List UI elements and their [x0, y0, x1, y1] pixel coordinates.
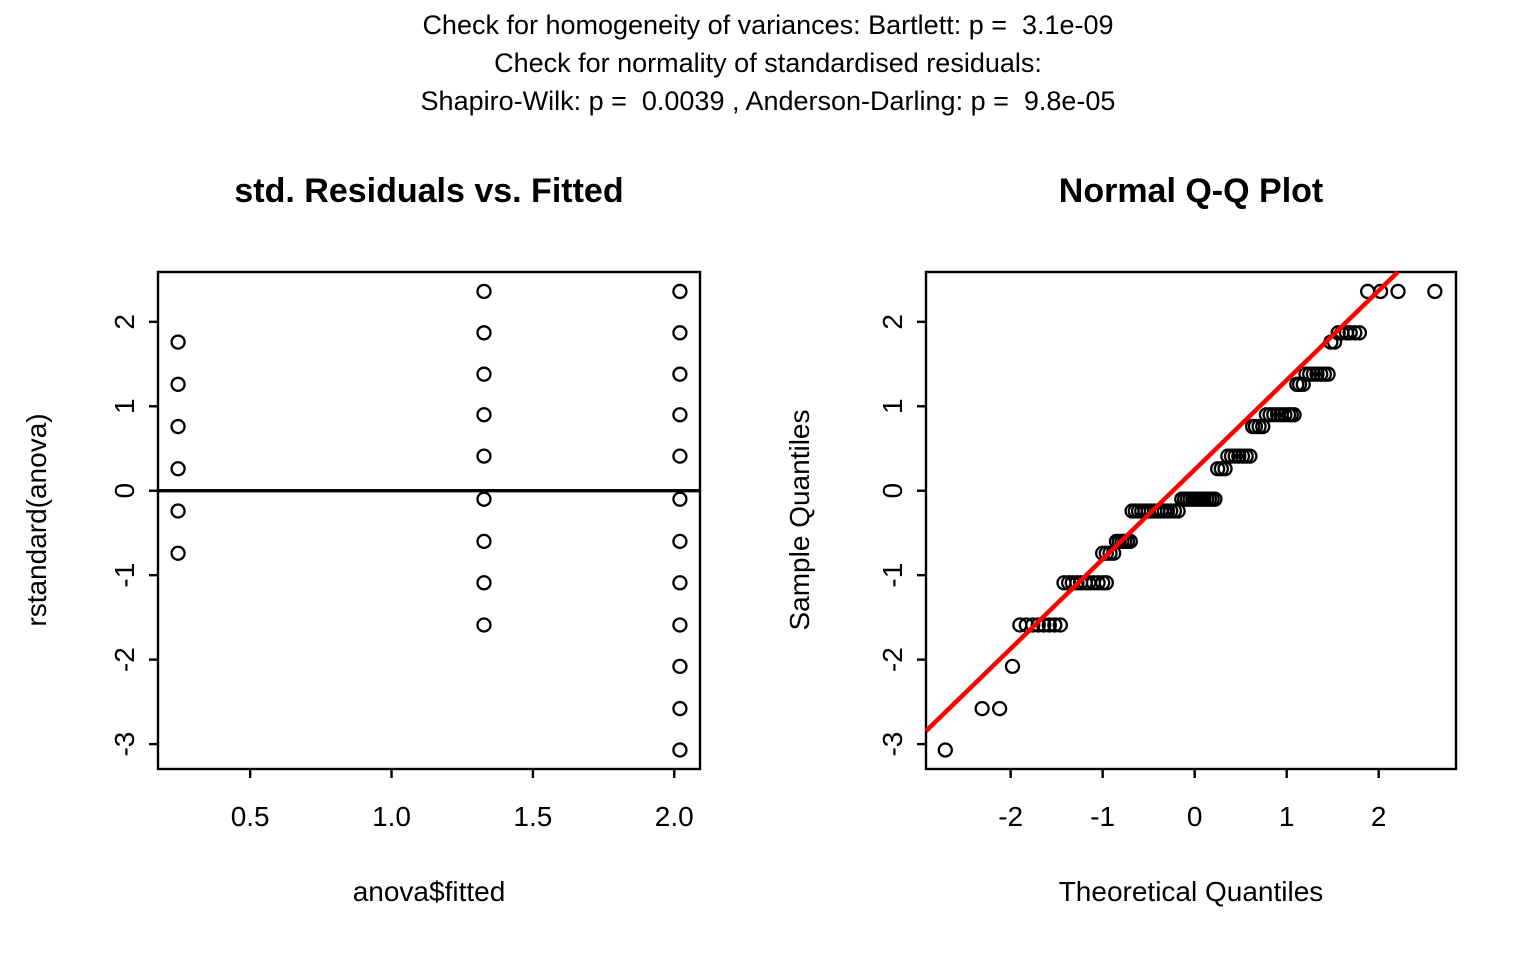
residuals-vs-fitted-title: std. Residuals vs. Fitted [234, 172, 624, 210]
data-point [672, 700, 688, 717]
data-point [170, 376, 186, 392]
data-point [991, 700, 1008, 717]
data-point [170, 334, 186, 350]
data-point [1286, 407, 1302, 423]
data-point [1342, 325, 1358, 341]
data-point [672, 575, 688, 591]
plot-box [156, 270, 702, 771]
x-axis-tick-label: -1 [1090, 801, 1115, 832]
data-point [170, 461, 186, 477]
residuals-plot-ylabel: rstandard(anova) [21, 413, 52, 627]
qq-reference-line [924, 270, 1400, 733]
data-point [672, 325, 688, 341]
y-axis-tick-label: 0 [877, 483, 908, 499]
data-point [476, 533, 492, 550]
y-axis-tick-label: -1 [877, 563, 908, 588]
residuals-plot-xlabel: anova$fitted [352, 876, 506, 907]
data-point [672, 617, 688, 633]
data-point [1242, 448, 1258, 464]
y-axis-tick-label: 1 [877, 398, 908, 414]
y-axis-tick-label: -2 [109, 647, 140, 672]
data-point [476, 283, 492, 300]
data-point [1025, 617, 1041, 633]
data-point [1047, 617, 1063, 633]
y-axis-tick-label: 2 [109, 314, 140, 330]
data-point [672, 742, 688, 758]
data-point [476, 325, 492, 341]
data-point [672, 491, 688, 507]
data-point [672, 448, 688, 464]
x-axis-tick-label: -2 [998, 801, 1023, 832]
data-point [170, 503, 186, 519]
diagnostic-tests-header: Check for homogeneity of variances: Bart… [0, 6, 1536, 120]
data-point [1041, 617, 1057, 633]
qq-plot-xlabel: Theoretical Quantiles [1058, 876, 1324, 907]
data-point [476, 407, 492, 423]
x-axis-tick-label: 2 [1371, 801, 1387, 832]
data-point [1004, 658, 1021, 675]
data-point [1372, 283, 1389, 300]
data-point [476, 617, 492, 633]
x-axis-tick-label: 1 [1279, 801, 1295, 832]
data-point [672, 533, 688, 550]
data-point [672, 658, 688, 675]
shapiro-anderson-line: Shapiro-Wilk: p = 0.0039 , Anderson-Darl… [420, 86, 1116, 116]
data-point [1090, 575, 1106, 591]
data-point [1427, 283, 1443, 300]
data-point [170, 418, 186, 435]
data-point [1320, 366, 1336, 382]
data-point [476, 491, 492, 507]
data-point [476, 448, 492, 464]
data-point [1351, 325, 1368, 341]
y-axis-tick-label: 2 [877, 314, 908, 330]
x-axis-tick-label: 1.0 [372, 801, 411, 832]
y-axis-tick-label: 0 [109, 483, 140, 499]
data-point [672, 407, 688, 423]
normality-check-line: Check for normality of standardised resi… [494, 48, 1042, 78]
data-point [476, 366, 492, 382]
qq-plot-title: Normal Q-Q Plot [1058, 172, 1324, 210]
data-point [937, 742, 953, 758]
y-axis-tick-label: -3 [109, 732, 140, 757]
data-point [170, 545, 186, 561]
data-point [1347, 325, 1363, 341]
data-point [672, 366, 688, 382]
x-axis-tick-label: 0.5 [231, 801, 270, 832]
bartlett-test-line: Check for homogeneity of variances: Bart… [422, 10, 1114, 40]
data-point [1207, 491, 1223, 507]
data-point [476, 575, 492, 591]
data-point [1098, 575, 1114, 591]
x-axis-tick-label: 1.5 [513, 801, 552, 832]
y-axis-tick-label: 1 [109, 398, 140, 414]
y-axis-tick-label: -2 [877, 647, 908, 672]
y-axis-tick-label: -1 [109, 563, 140, 588]
data-point [1390, 283, 1406, 300]
y-axis-tick-label: -3 [877, 732, 908, 757]
x-axis-tick-label: 0 [1187, 801, 1203, 832]
x-axis-tick-label: 2.0 [655, 801, 694, 832]
data-point [672, 283, 688, 300]
data-point [1052, 617, 1068, 633]
plot-box [924, 270, 1458, 771]
qq-plot-ylabel: Sample Quantiles [784, 409, 815, 631]
data-point [974, 700, 990, 717]
